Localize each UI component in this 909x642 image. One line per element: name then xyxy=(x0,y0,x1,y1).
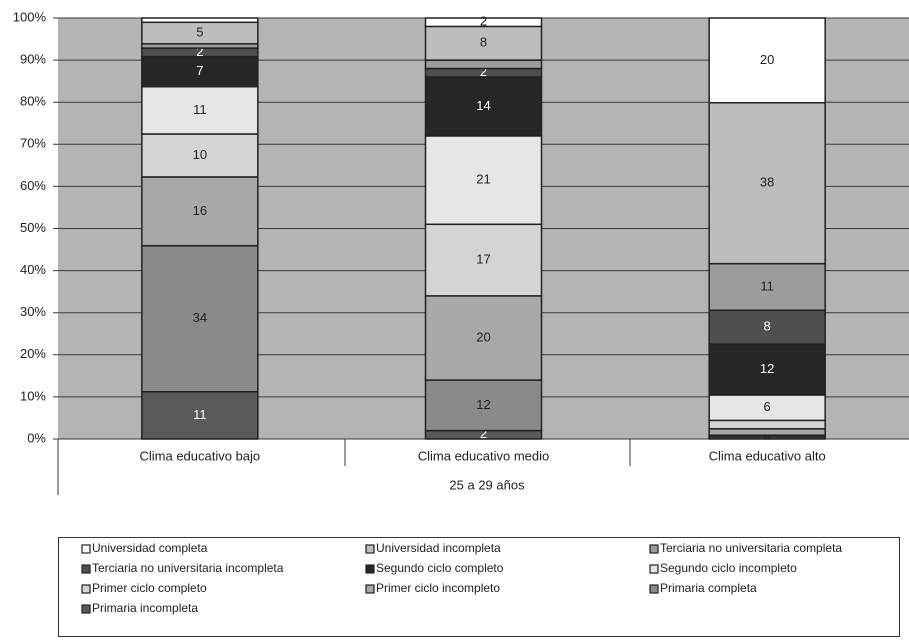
data-label: 8 xyxy=(764,319,771,334)
data-label: 21 xyxy=(476,172,490,187)
bar-segment xyxy=(424,59,543,70)
data-label: 8 xyxy=(480,35,487,50)
bar-segment xyxy=(708,17,826,104)
bar-segment xyxy=(424,17,543,28)
data-label: 16 xyxy=(193,203,207,218)
legend-swatch xyxy=(649,544,659,554)
legend-label: Universidad incompleta xyxy=(376,541,501,555)
bar-segment xyxy=(424,76,543,137)
bar-segment xyxy=(708,101,826,265)
legend-swatch xyxy=(81,584,91,594)
y-tick-label: 30% xyxy=(20,304,46,319)
y-tick-label: 90% xyxy=(20,52,46,67)
data-label: 2 xyxy=(480,64,487,79)
bar-segment xyxy=(424,295,543,381)
y-tick-label: 60% xyxy=(20,178,46,193)
data-label: 20 xyxy=(760,52,774,67)
bar-segment xyxy=(424,379,543,432)
data-label: 11 xyxy=(193,102,207,117)
data-label: 17 xyxy=(476,252,490,267)
legend-label: Primaria incompleta xyxy=(92,601,198,615)
x-tick-label: Clima educativo bajo xyxy=(139,448,260,463)
bar-segment xyxy=(708,343,826,396)
data-label: 20 xyxy=(476,329,490,344)
bar-segment xyxy=(708,394,826,422)
y-tick-label: 70% xyxy=(20,136,46,151)
data-label: 12 xyxy=(476,397,490,412)
data-label: 34 xyxy=(193,310,207,325)
legend-swatch xyxy=(365,564,375,574)
legend-swatch xyxy=(365,584,375,594)
data-label: 7 xyxy=(196,63,203,78)
data-label: 2 xyxy=(196,44,203,59)
x-tick-label: Clima educativo medio xyxy=(418,448,550,463)
data-label: 38 xyxy=(760,175,774,190)
legend-swatch xyxy=(649,584,659,594)
data-label: 11 xyxy=(760,278,774,293)
legend-swatch xyxy=(81,544,91,554)
bar-segment xyxy=(708,428,826,436)
bar-segment xyxy=(708,262,826,311)
data-label: 10 xyxy=(193,147,207,162)
legend-swatch xyxy=(649,564,659,574)
bar-segment xyxy=(141,133,259,178)
data-label: 12 xyxy=(760,361,774,376)
legend-label: Segundo ciclo incompleto xyxy=(660,561,797,575)
bar-segment xyxy=(424,223,543,297)
x-tick-label: Clima educativo alto xyxy=(709,448,826,463)
data-label: 6 xyxy=(764,399,771,414)
bar-segment xyxy=(141,176,259,247)
legend-swatch xyxy=(365,544,375,554)
data-label: 2 xyxy=(480,14,487,29)
bar-segment xyxy=(424,25,543,61)
bar-segment xyxy=(141,17,259,24)
y-tick-label: 40% xyxy=(20,262,46,277)
legend-label: Terciaria no universitaria completa xyxy=(660,541,842,555)
legend-label: Primer ciclo completo xyxy=(92,581,207,595)
bar-segment xyxy=(141,55,259,88)
y-tick-label: 80% xyxy=(20,94,46,109)
data-label: 14 xyxy=(476,98,490,113)
legend-label: Primaria completa xyxy=(660,581,757,595)
y-tick-label: 100% xyxy=(13,9,47,24)
legend-label: Primer ciclo incompleto xyxy=(376,581,500,595)
legend-label: Segundo ciclo completo xyxy=(376,561,504,575)
y-tick-label: 20% xyxy=(20,346,46,361)
y-tick-label: 50% xyxy=(20,220,46,235)
legend-swatch xyxy=(81,564,91,574)
data-label: 11 xyxy=(193,407,207,422)
legend-label: Terciaria no universitaria incompleta xyxy=(92,561,284,575)
y-tick-label: 10% xyxy=(20,388,46,403)
data-label: 5 xyxy=(196,24,203,39)
y-tick-label: 0% xyxy=(27,430,46,445)
legend-label: Universidad completa xyxy=(92,541,208,555)
bar-segment xyxy=(141,85,259,135)
legend-swatch xyxy=(81,604,91,614)
group-label: 25 a 29 años xyxy=(449,477,525,492)
bar-segment xyxy=(708,419,826,430)
data-label: 2 xyxy=(480,426,487,441)
bar-segment xyxy=(424,135,543,226)
